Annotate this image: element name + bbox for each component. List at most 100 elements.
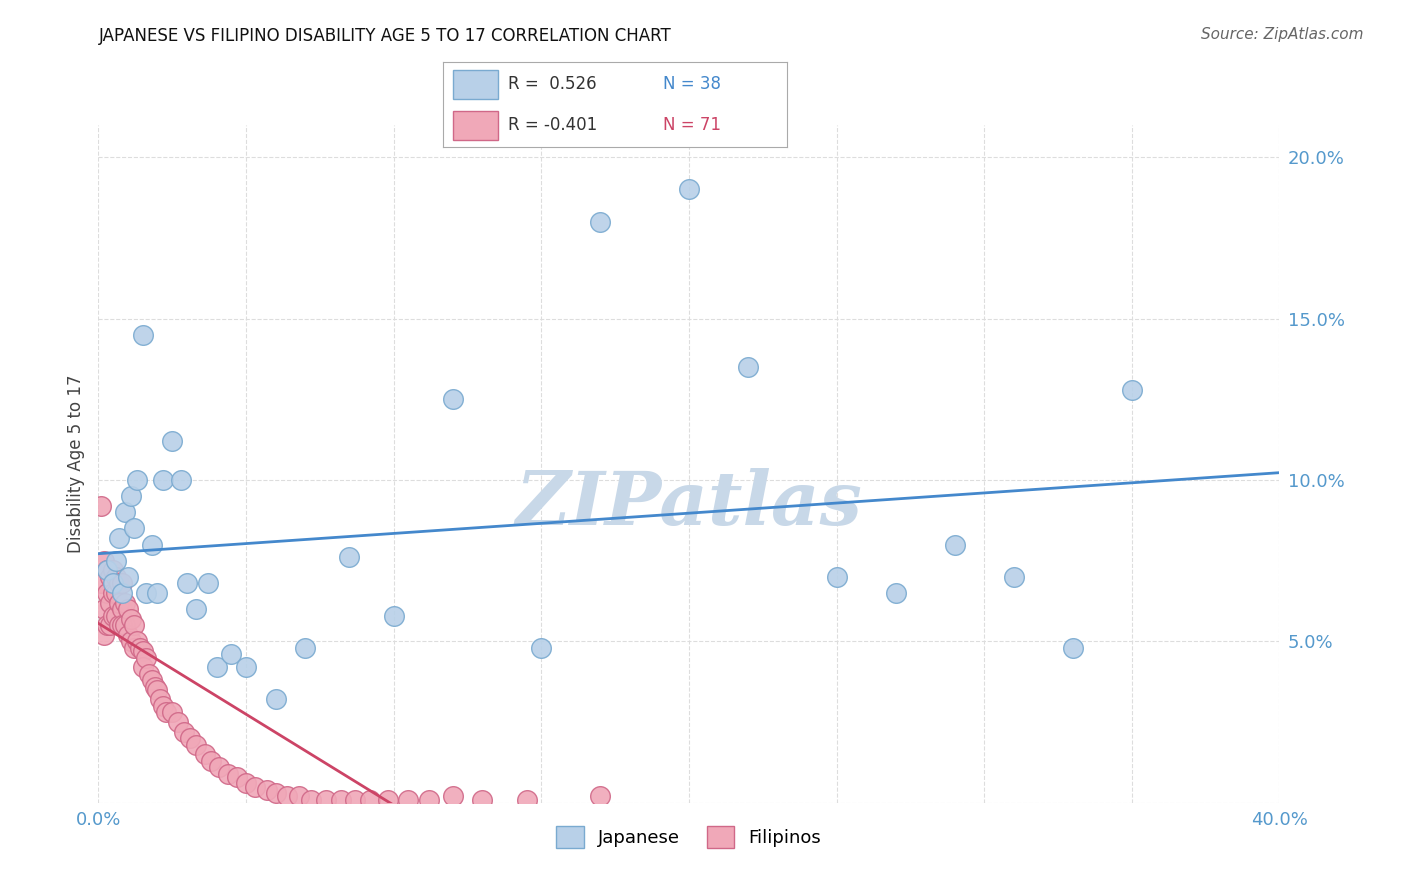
Point — [418, 792, 440, 806]
Point — [235, 776, 257, 790]
Text: Source: ZipAtlas.com: Source: ZipAtlas.com — [1201, 27, 1364, 42]
Point — [194, 747, 217, 762]
Point — [108, 618, 131, 632]
Point — [117, 602, 139, 616]
Point — [264, 786, 287, 800]
Point — [441, 789, 464, 804]
Point — [825, 570, 848, 584]
Point — [149, 692, 172, 706]
Point — [294, 640, 316, 655]
Point — [141, 537, 163, 551]
Point — [1002, 570, 1025, 584]
Point — [256, 783, 278, 797]
Point — [122, 521, 145, 535]
Point — [197, 576, 219, 591]
Point — [441, 392, 464, 407]
Point — [132, 660, 155, 674]
Point — [329, 792, 352, 806]
Point — [170, 473, 193, 487]
Point — [184, 738, 207, 752]
Point — [884, 586, 907, 600]
Point — [226, 770, 249, 784]
Point — [217, 766, 239, 780]
Point — [108, 576, 131, 591]
Point — [678, 182, 700, 196]
Point — [96, 586, 118, 600]
Point — [114, 618, 136, 632]
Point — [98, 570, 121, 584]
Point — [276, 789, 298, 804]
Point — [337, 550, 360, 565]
Point — [93, 554, 115, 568]
Point — [96, 563, 118, 577]
Point — [120, 489, 142, 503]
Point — [111, 576, 134, 591]
Point — [179, 731, 201, 746]
Point — [359, 792, 381, 806]
Point — [114, 596, 136, 610]
Point — [93, 602, 115, 616]
Point — [132, 327, 155, 342]
Point — [344, 792, 367, 806]
Point — [98, 618, 121, 632]
Text: R = -0.401: R = -0.401 — [509, 116, 598, 134]
Point — [105, 554, 128, 568]
Point — [299, 792, 322, 806]
Point — [143, 680, 166, 694]
Point — [1121, 383, 1143, 397]
Point — [155, 706, 177, 720]
Point — [515, 792, 537, 806]
Point — [117, 570, 139, 584]
Bar — [453, 70, 498, 99]
Text: N = 71: N = 71 — [664, 116, 721, 134]
Point — [737, 359, 759, 374]
Point — [122, 618, 145, 632]
Point — [125, 634, 148, 648]
Point — [132, 644, 155, 658]
Point — [264, 692, 287, 706]
Point — [200, 754, 222, 768]
Point — [138, 666, 160, 681]
Text: ZIPatlas: ZIPatlas — [516, 468, 862, 541]
Point — [471, 792, 494, 806]
Point — [184, 602, 207, 616]
Point — [377, 792, 399, 806]
Point — [162, 434, 183, 449]
Bar — [453, 111, 498, 139]
Point — [162, 706, 183, 720]
Point — [135, 650, 157, 665]
Point — [1062, 640, 1084, 655]
Point — [90, 576, 112, 591]
Point — [93, 628, 115, 642]
Point — [90, 499, 112, 513]
Point — [219, 648, 242, 662]
Point — [530, 640, 553, 655]
Point — [176, 576, 198, 591]
Point — [146, 586, 169, 600]
Point — [125, 473, 148, 487]
Point — [103, 608, 125, 623]
Text: R =  0.526: R = 0.526 — [509, 76, 598, 94]
Point — [105, 570, 128, 584]
Point — [103, 586, 125, 600]
Legend: Japanese, Filipinos: Japanese, Filipinos — [550, 818, 828, 855]
Point — [114, 505, 136, 519]
Point — [152, 698, 174, 713]
Point — [120, 612, 142, 626]
Point — [108, 596, 131, 610]
Point — [205, 660, 228, 674]
Y-axis label: Disability Age 5 to 17: Disability Age 5 to 17 — [66, 375, 84, 553]
Point — [396, 792, 419, 806]
Point — [135, 586, 157, 600]
Point — [208, 760, 231, 774]
Point — [111, 602, 134, 616]
Point — [589, 215, 612, 229]
Point — [243, 780, 266, 794]
Point — [120, 634, 142, 648]
Point — [943, 537, 966, 551]
Point — [103, 576, 125, 591]
Point — [235, 660, 257, 674]
Point — [111, 586, 134, 600]
Point — [105, 586, 128, 600]
Point — [146, 682, 169, 697]
